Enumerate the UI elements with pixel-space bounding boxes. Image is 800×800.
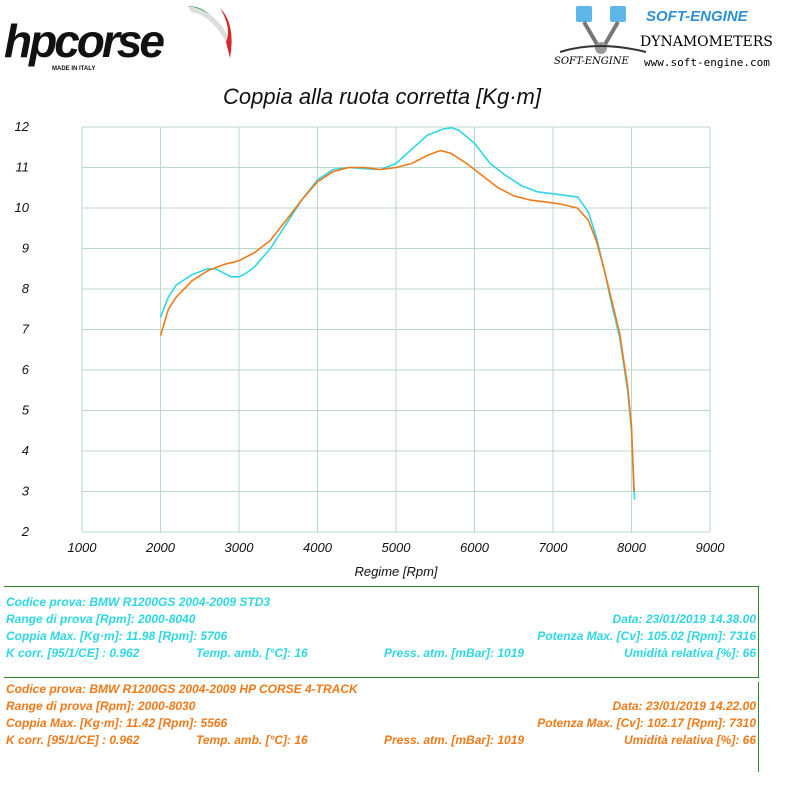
test-code: Codice prova: BMW R1200GS 2004-2009 STD3: [6, 595, 271, 609]
x-tick-label: 1000: [68, 540, 98, 555]
hpcorse-brand: hpcorse: [4, 15, 165, 67]
x-tick-label: 8000: [617, 540, 647, 555]
y-tick-label: 2: [21, 524, 30, 539]
test-range: Range di prova [Rpm]: 2000-8030: [6, 699, 196, 713]
series-line-2: [159, 149, 635, 492]
y-tick-label: 8: [22, 281, 30, 296]
test-info-std3: Codice prova: BMW R1200GS 2004-2009 STD3…: [4, 586, 759, 678]
soft-engine-mark: SOFT-ENGINE: [554, 56, 629, 67]
max-power: Potenza Max. [Cv]: 105.02 [Rpm]: 7316: [537, 629, 756, 643]
y-axis-ticks: 2 3 4 5 6 7 8 9 10 11 12: [15, 119, 30, 539]
x-tick-label: 2000: [145, 540, 176, 555]
x-axis-ticks: 1000 2000 3000 4000 5000 6000 7000 8000 9000: [68, 540, 726, 555]
soft-engine-brand: SOFT-ENGINE: [646, 8, 748, 25]
x-tick-label: 4000: [303, 540, 333, 555]
k-corr: K corr. [95/1/CE] : 0.962: [6, 646, 140, 660]
y-tick-label: 11: [16, 160, 30, 175]
chart-grid: [81, 126, 711, 533]
chart-title: Coppia alla ruota corretta [Kg·m]: [223, 84, 542, 109]
pistons-icon: [559, 6, 647, 54]
test-info-hpcorse: Codice prova: BMW R1200GS 2004-2009 HP C…: [4, 682, 759, 772]
y-tick-label: 10: [15, 200, 30, 215]
y-tick-label: 9: [22, 241, 29, 256]
atm-pressure: Press. atm. [mBar]: 1019: [384, 733, 525, 747]
ambient-temp: Temp. amb. [°C]: 16: [196, 646, 308, 660]
y-tick-label: 7: [22, 322, 30, 337]
humidity: Umidità relativa [%]: 66: [623, 646, 756, 660]
x-tick-label: 9000: [696, 540, 726, 555]
x-tick-label: 5000: [382, 540, 412, 555]
max-torque: Coppia Max. [Kg·m]: 11.98 [Rpm]: 5706: [6, 629, 228, 643]
test-range: Range di prova [Rpm]: 2000-8040: [6, 612, 196, 626]
website-url: www.soft-engine.com: [644, 56, 770, 69]
chart-series: [159, 126, 636, 500]
tricolor-swoosh-icon: [188, 6, 232, 58]
test-date: Data: 23/01/2019 14.22.00: [612, 699, 756, 713]
y-tick-label: 12: [15, 119, 30, 134]
torque-chart: Coppia alla ruota corretta [Kg·m] 2 3 4 5 6 7…: [15, 84, 726, 579]
hpcorse-logo: hpcorse MADE IN ITALY: [0, 0, 240, 78]
dynamometers-title: DYNAMOMETERS: [640, 34, 773, 50]
y-tick-label: 6: [22, 362, 30, 377]
max-power: Potenza Max. [Cv]: 102.17 [Rpm]: 7310: [537, 716, 756, 730]
test-date: Data: 23/01/2019 14.38.00: [612, 612, 756, 626]
humidity: Umidità relativa [%]: 66: [623, 733, 756, 747]
soft-engine-logo: SOFT-ENGINE DYNAMOMETERS www.soft-engine…: [548, 0, 800, 78]
x-axis-label: Regime [Rpm]: [354, 564, 437, 579]
k-corr: K corr. [95/1/CE] : 0.962: [6, 733, 140, 747]
test-code: Codice prova: BMW R1200GS 2004-2009 HP C…: [6, 682, 358, 696]
hpcorse-tagline: MADE IN ITALY: [52, 66, 96, 72]
x-tick-label: 7000: [539, 540, 569, 555]
x-tick-label: 3000: [225, 540, 255, 555]
max-torque: Coppia Max. [Kg·m]: 11.42 [Rpm]: 5566: [6, 716, 228, 730]
y-tick-label: 4: [22, 443, 29, 458]
ambient-temp: Temp. amb. [°C]: 16: [196, 733, 308, 747]
atm-pressure: Press. atm. [mBar]: 1019: [384, 646, 525, 660]
x-tick-label: 6000: [460, 540, 490, 555]
series-line-1: [159, 126, 636, 500]
y-tick-label: 3: [22, 484, 30, 499]
y-tick-label: 5: [22, 403, 30, 418]
